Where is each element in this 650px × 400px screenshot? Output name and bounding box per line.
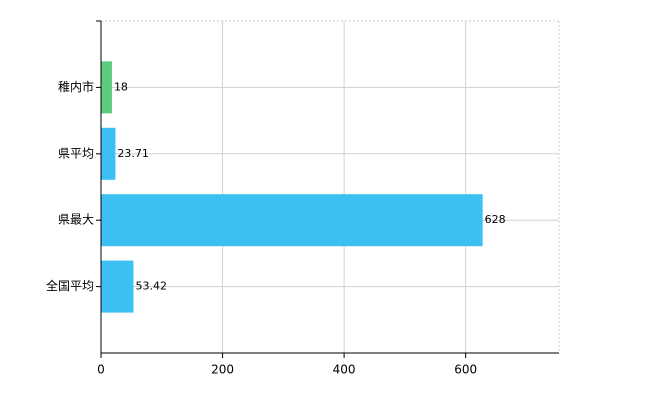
y-tick-label: 県平均: [58, 146, 94, 160]
value-label: 18: [114, 80, 128, 93]
y-tick-label: 全国平均: [46, 278, 94, 293]
bar: [101, 194, 483, 247]
x-tick-label: 200: [211, 363, 234, 377]
value-label: 53.42: [135, 280, 167, 293]
bar: [101, 61, 112, 114]
value-label: 23.71: [117, 147, 148, 160]
bar: [101, 260, 134, 313]
x-tick-label: 400: [333, 363, 356, 377]
y-tick-label: 稚内市: [58, 79, 94, 94]
x-tick-label: 600: [454, 363, 477, 377]
y-tick-label: 県最大: [58, 213, 94, 227]
value-label: 628: [485, 213, 506, 226]
x-tick-label: 0: [97, 363, 105, 377]
bar: [101, 127, 116, 180]
